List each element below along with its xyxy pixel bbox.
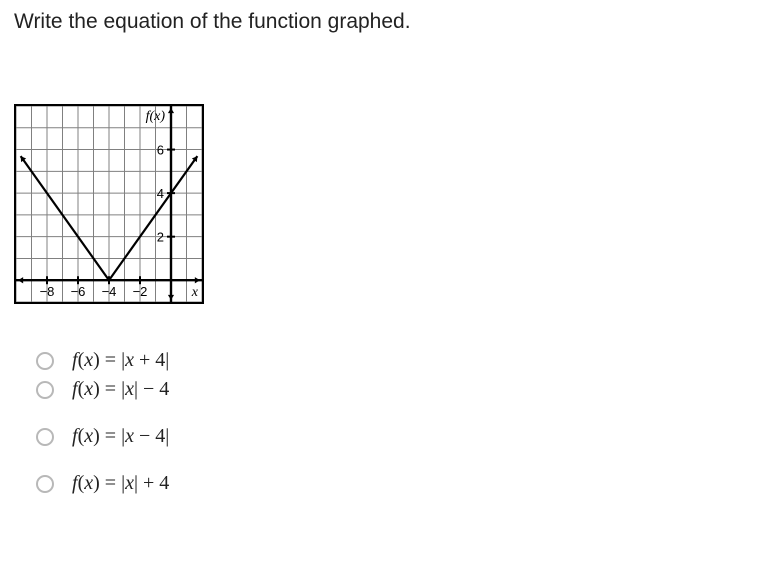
question-text: Write the equation of the function graph…: [14, 10, 756, 34]
choice-1[interactable]: f(x) = |x + 4|: [36, 349, 756, 372]
radio-icon[interactable]: [36, 381, 54, 399]
radio-icon[interactable]: [36, 352, 54, 370]
choice-4[interactable]: f(x) = |x| + 4: [36, 472, 756, 495]
svg-text:2: 2: [157, 230, 164, 245]
radio-icon[interactable]: [36, 428, 54, 446]
choice-3-label: f(x) = |x − 4|: [72, 425, 169, 448]
svg-text:4: 4: [157, 186, 164, 201]
choice-4-label: f(x) = |x| + 4: [72, 472, 169, 495]
graph-container: −8 −6 −4 −2 2 4 6 f(x) x: [14, 104, 204, 304]
svg-text:x: x: [191, 285, 199, 300]
svg-text:−8: −8: [40, 284, 55, 299]
svg-text:−4: −4: [102, 284, 117, 299]
function-graph: −8 −6 −4 −2 2 4 6 f(x) x: [16, 106, 202, 302]
answer-choices: f(x) = |x + 4| f(x) = |x| − 4 f(x) = |x …: [14, 349, 756, 495]
radio-icon[interactable]: [36, 475, 54, 493]
choice-3[interactable]: f(x) = |x − 4|: [36, 425, 756, 448]
choice-2[interactable]: f(x) = |x| − 4: [36, 378, 756, 401]
choice-1-label: f(x) = |x + 4|: [72, 349, 169, 372]
svg-text:−6: −6: [71, 284, 86, 299]
svg-text:f(x): f(x): [146, 109, 166, 124]
choice-2-label: f(x) = |x| − 4: [72, 378, 169, 401]
svg-text:6: 6: [157, 143, 164, 158]
svg-text:−2: −2: [133, 284, 148, 299]
